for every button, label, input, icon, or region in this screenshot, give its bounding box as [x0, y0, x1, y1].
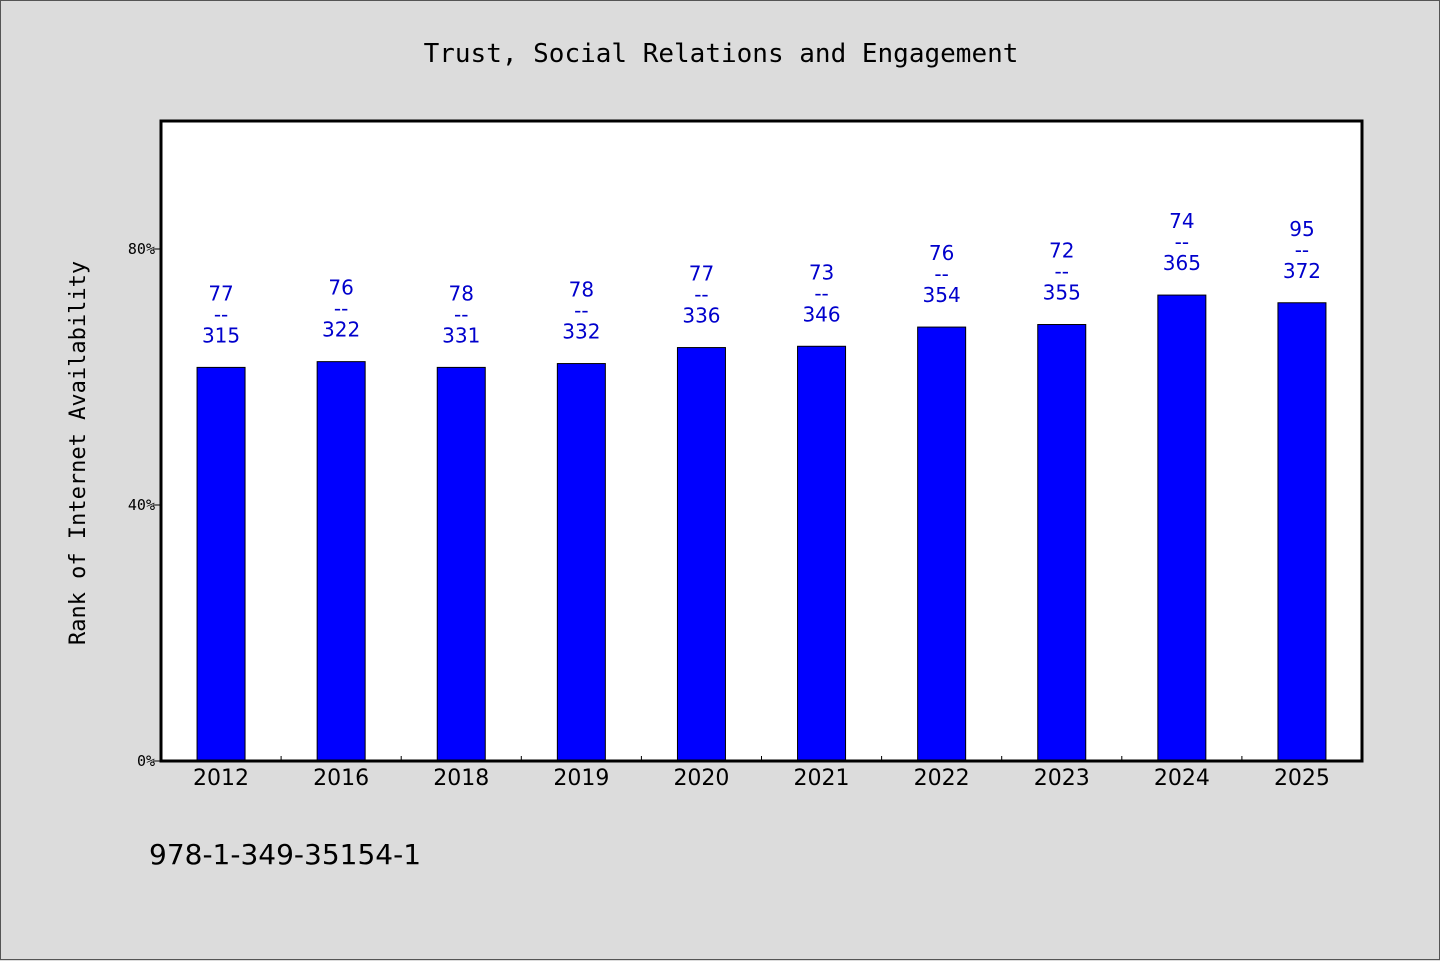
- x-tick-label: 2012: [193, 766, 249, 791]
- footer-isbn: 978-1-349-35154-1: [149, 838, 421, 871]
- data-label-top: 74: [1169, 209, 1194, 233]
- data-label-separator: --: [574, 299, 588, 323]
- data-label-top: 76: [929, 241, 954, 265]
- y-tick-label: 0%: [137, 752, 155, 770]
- bar-2024: [1157, 294, 1207, 762]
- x-tick-label: 2023: [1034, 766, 1090, 791]
- data-label-top: 72: [1049, 239, 1074, 263]
- data-label-bottom: 332: [562, 320, 600, 344]
- data-label-separator: --: [1055, 260, 1069, 284]
- data-label-bottom: 354: [923, 283, 961, 307]
- data-label-separator: --: [1295, 238, 1309, 262]
- x-tick-label: 2019: [553, 766, 609, 791]
- data-label-top: 77: [208, 281, 233, 305]
- data-label-top: 76: [328, 276, 353, 300]
- x-tick-label: 2025: [1274, 766, 1330, 791]
- data-label-bottom: 322: [322, 318, 360, 342]
- data-labels-group: 315--77322--76331--78332--78336--77346--…: [202, 209, 1321, 347]
- data-label-bottom: 346: [802, 302, 840, 326]
- bar-2016: [316, 361, 366, 762]
- chart-title: Trust, Social Relations and Engagement: [424, 39, 1019, 69]
- x-tick-label: 2020: [673, 766, 729, 791]
- data-label-bottom: 331: [442, 323, 480, 347]
- data-label-top: 95: [1289, 217, 1314, 241]
- data-label-top: 78: [569, 278, 594, 302]
- data-label-bottom: 355: [1043, 281, 1081, 305]
- data-label-separator: --: [454, 302, 468, 326]
- y-tick-label: 40%: [128, 496, 155, 514]
- bar-2020: [676, 347, 726, 762]
- data-label-separator: --: [334, 297, 348, 321]
- bar-2023: [1037, 324, 1087, 762]
- y-axis-label: Rank of Internet Availability: [66, 261, 91, 645]
- data-label-bottom: 372: [1283, 259, 1321, 283]
- x-tick-label: 2024: [1154, 766, 1210, 791]
- data-label-separator: --: [1175, 230, 1189, 254]
- data-label-bottom: 315: [202, 323, 240, 347]
- data-label-separator: --: [694, 283, 708, 307]
- bar-2012: [196, 366, 246, 762]
- data-label-separator: --: [814, 281, 828, 305]
- bar-2018: [436, 366, 486, 762]
- data-label-top: 73: [809, 260, 834, 284]
- bars-group: [196, 294, 1327, 762]
- y-tick-label: 80%: [128, 240, 155, 258]
- data-label-bottom: 336: [682, 304, 720, 328]
- y-axis: 0% 40% 80%: [128, 240, 161, 770]
- x-tick-label: 2016: [313, 766, 369, 791]
- data-label-separator: --: [934, 262, 948, 286]
- bar-2021: [797, 345, 847, 762]
- bar-2019: [556, 363, 606, 762]
- x-tick-label: 2022: [914, 766, 970, 791]
- x-tick-label: 2018: [433, 766, 489, 791]
- data-label-top: 78: [449, 281, 474, 305]
- data-label-bottom: 365: [1163, 251, 1201, 275]
- bar-2025: [1277, 302, 1327, 762]
- data-label-separator: --: [214, 302, 228, 326]
- bar-2022: [917, 326, 967, 762]
- x-axis: 2012 2016 2018 2019 2020 2021 2022 2023 2024 2025: [193, 756, 1330, 791]
- data-label-top: 77: [689, 262, 714, 286]
- x-tick-label: 2021: [794, 766, 850, 791]
